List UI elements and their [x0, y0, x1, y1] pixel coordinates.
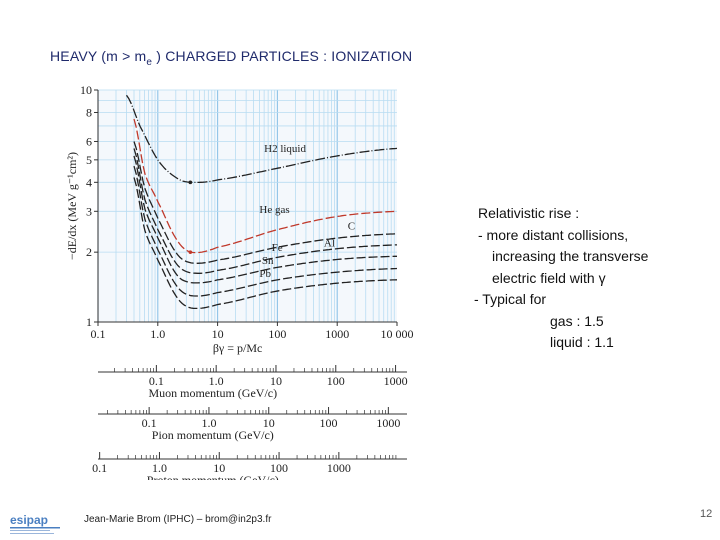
y-tick-label: 10: [80, 84, 92, 97]
momentum-tick-label: 1.0: [201, 416, 216, 430]
momentum-tick-label: 1000: [384, 374, 408, 388]
logo-text: esipap: [10, 513, 48, 527]
note-line-0: Relativistic rise :: [478, 205, 580, 221]
curve-pb: [133, 177, 398, 310]
note-line-3: electric field with γ: [492, 269, 606, 286]
y-tick-label: 6: [86, 134, 92, 148]
title-rest: ) CHARGED PARTICLES : IONIZATION: [152, 48, 413, 64]
note-line-1: - more distant collisions,: [478, 226, 629, 243]
slide-title: HEAVY (m > me ) CHARGED PARTICLES : IONI…: [50, 48, 412, 68]
momentum-tick-label: 100: [320, 416, 338, 430]
x-tick-label: 1.0: [150, 327, 165, 341]
curve-sn: [133, 165, 398, 297]
curve-label-he-gas: He gas: [259, 204, 289, 216]
y-axis-title: −dE/dx (MeV g⁻¹cm²): [65, 152, 79, 260]
dedx-figure: 1 2 3 4 5 6 8 10 0.1 1.0 10 100 1000 10 000 βγ = p/Mc −…: [62, 84, 438, 480]
momentum-tick-label: 0.1: [92, 461, 107, 475]
x-tick-label: 10 000: [381, 327, 414, 341]
page-number: 12: [700, 508, 713, 520]
x-tick-label: 1000: [325, 327, 349, 341]
curve-label-c: C: [348, 221, 355, 233]
curve-label-sn: Sn: [262, 255, 274, 267]
curve-al: [133, 148, 397, 274]
momentum-tick-label: 100: [327, 374, 345, 388]
x-tick-label: 10: [212, 327, 224, 341]
x-tick-label: 100: [268, 327, 286, 341]
curve-fe: [133, 155, 397, 284]
momentum-tick-label: 10: [263, 416, 275, 430]
curve-label-h2-liquid: H2 liquid: [264, 143, 306, 155]
title-main: HEAVY (m > m: [50, 48, 147, 64]
momentum-axis-title-1: Pion momentum (GeV/c): [152, 428, 274, 442]
minimum-marker: [188, 250, 193, 254]
title-subscript: e: [146, 56, 153, 68]
momentum-tick-label: 1000: [327, 461, 351, 475]
curve-label-al: Al: [324, 237, 335, 249]
x-axis-title: βγ = p/Mc: [213, 341, 263, 355]
curve-label-pb: Pb: [259, 268, 271, 280]
curve-c: [133, 141, 398, 264]
y-tick-label: 2: [86, 245, 92, 259]
minimum-marker: [188, 180, 193, 185]
note-line-4: - Typical for: [474, 291, 547, 307]
dedx-chart: 1 2 3 4 5 6 8 10 0.1 1.0 10 100 1000 10 000 βγ = p/Mc −…: [65, 84, 414, 480]
momentum-tick-label: 0.1: [142, 416, 157, 430]
footer-author: Jean-Marie Brom (IPHC) – brom@in2p3.fr: [84, 514, 272, 525]
y-tick-label: 5: [86, 153, 92, 167]
curve-h2-liquid: [125, 94, 398, 184]
plot-area: [98, 90, 397, 322]
y-tick-label: 1: [86, 315, 92, 329]
momentum-tick-label: 1.0: [209, 374, 224, 388]
momentum-tick-label: 100: [270, 461, 288, 475]
note-line-5: gas : 1.5: [550, 312, 604, 329]
curve-label-fe: Fe: [272, 242, 283, 254]
esipap-logo: esipap: [10, 513, 60, 534]
curve-he-gas: [133, 118, 398, 254]
note-line-2: increasing the transverse: [492, 248, 649, 264]
x-tick-label: 0.1: [91, 327, 106, 341]
y-tick-label: 4: [86, 175, 92, 189]
momentum-tick-label: 0.1: [149, 374, 164, 388]
momentum-axis-title-2: Proton momentum (GeV/c): [147, 473, 279, 480]
relativistic-rise-notes: Relativistic rise : - more distant colli…: [474, 203, 710, 354]
y-tick-label: 3: [86, 204, 92, 218]
note-line-6: liquid : 1.1: [550, 334, 614, 350]
momentum-tick-label: 1.0: [152, 461, 167, 475]
momentum-axis-title-0: Muon momentum (GeV/c): [148, 386, 277, 400]
y-tick-label: 8: [86, 105, 92, 119]
momentum-tick-label: 10: [213, 461, 225, 475]
momentum-tick-label: 10: [270, 374, 282, 388]
momentum-tick-label: 1000: [376, 416, 400, 430]
